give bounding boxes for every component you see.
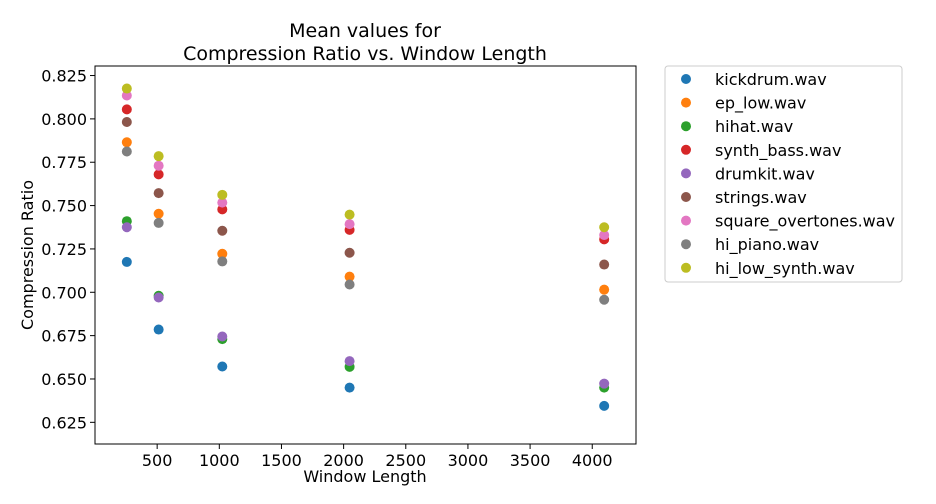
data-point <box>599 222 610 233</box>
y-tick-label: 0.800 <box>41 110 87 129</box>
legend-marker <box>681 215 691 226</box>
legend-label: kickdrum.wav <box>715 70 827 89</box>
legend-label: hihat.wav <box>715 117 793 136</box>
x-tick-label: 4000 <box>572 451 613 470</box>
data-point <box>121 90 132 101</box>
series-drumkit-wav <box>121 222 610 389</box>
series-hi-low-synth-wav <box>121 83 610 233</box>
x-tick-label: 3000 <box>448 451 489 470</box>
data-point <box>217 256 228 267</box>
plot-area <box>94 65 637 445</box>
data-point <box>344 247 355 258</box>
data-points <box>121 83 610 411</box>
legend-label: strings.wav <box>715 188 807 207</box>
y-tick-label: 0.650 <box>41 370 87 389</box>
data-point <box>153 324 164 335</box>
data-point <box>599 378 610 389</box>
y-axis: 0.625 0.650 0.675 0.700 0.725 0.750 0.775 0.800… <box>41 67 95 432</box>
y-tick-label: 0.675 <box>41 327 87 346</box>
data-point <box>121 137 132 148</box>
x-tick-label: 2000 <box>323 451 364 470</box>
data-point <box>153 208 164 219</box>
data-point <box>153 160 164 171</box>
x-tick-label: 2500 <box>385 451 426 470</box>
legend-label: drumkit.wav <box>715 164 815 183</box>
y-axis-label: Compression Ratio <box>18 180 37 330</box>
series-strings-wav <box>121 117 610 270</box>
data-point <box>344 219 355 230</box>
x-axis-label: Window Length <box>303 467 426 486</box>
data-point <box>344 356 355 367</box>
data-point <box>217 331 228 342</box>
series-square-overtones-wav <box>121 90 610 241</box>
data-point <box>344 209 355 220</box>
legend-label: synth_bass.wav <box>715 141 841 161</box>
data-point <box>599 259 610 270</box>
data-point <box>217 197 228 208</box>
data-point <box>217 225 228 236</box>
data-point <box>153 151 164 162</box>
data-point <box>344 279 355 290</box>
data-point <box>217 189 228 200</box>
legend: kickdrum.wav ep_low.wav hihat.wav synth_bas… <box>664 65 903 283</box>
legend-label: hi_piano.wav <box>715 235 819 255</box>
legend-marker <box>681 97 691 108</box>
y-tick-label: 0.725 <box>41 240 87 259</box>
data-point <box>217 361 228 372</box>
y-tick-label: 0.750 <box>41 197 87 216</box>
data-point <box>217 248 228 259</box>
data-point <box>153 292 164 303</box>
legend-label: hi_low_synth.wav <box>715 259 855 279</box>
x-tick-label: 1500 <box>261 451 302 470</box>
data-point <box>153 217 164 228</box>
data-point <box>599 400 610 411</box>
data-point <box>599 294 610 305</box>
data-point <box>599 230 610 241</box>
x-tick-label: 1000 <box>199 451 240 470</box>
data-point <box>121 222 132 233</box>
legend-marker <box>681 262 691 273</box>
legend-label: square_overtones.wav <box>715 212 895 232</box>
data-point <box>121 104 132 115</box>
series-kickdrum-wav <box>121 256 610 411</box>
y-tick-label: 0.775 <box>41 153 87 172</box>
x-tick-label: 3500 <box>510 451 551 470</box>
y-tick-label: 0.825 <box>41 67 87 86</box>
y-tick-label: 0.625 <box>41 413 87 432</box>
data-point <box>121 117 132 128</box>
data-point <box>153 188 164 199</box>
data-point <box>153 169 164 180</box>
y-tick-label: 0.700 <box>41 283 87 302</box>
data-point <box>121 146 132 157</box>
legend-marker <box>681 121 691 132</box>
legend-marker <box>681 144 691 155</box>
x-tick-label: 500 <box>142 451 173 470</box>
series-hi-piano-wav <box>121 146 610 305</box>
data-point <box>599 284 610 295</box>
legend-marker <box>681 74 691 84</box>
chart-title-line-2: Compression Ratio vs. Window Length <box>183 43 547 65</box>
legend-marker <box>681 192 691 202</box>
legend-marker <box>681 168 691 179</box>
legend-marker <box>681 239 691 250</box>
data-point <box>344 271 355 282</box>
legend-label: ep_low.wav <box>715 94 806 114</box>
x-axis: 500 1000 1500 2000 2500 3000 3500 4000 <box>142 444 613 470</box>
chart-title-line-1: Mean values for <box>289 20 441 42</box>
data-point <box>344 382 355 393</box>
data-point <box>121 83 132 94</box>
legend-frame <box>664 65 903 283</box>
series-ep-low-wav <box>121 137 610 295</box>
data-point <box>121 256 132 267</box>
